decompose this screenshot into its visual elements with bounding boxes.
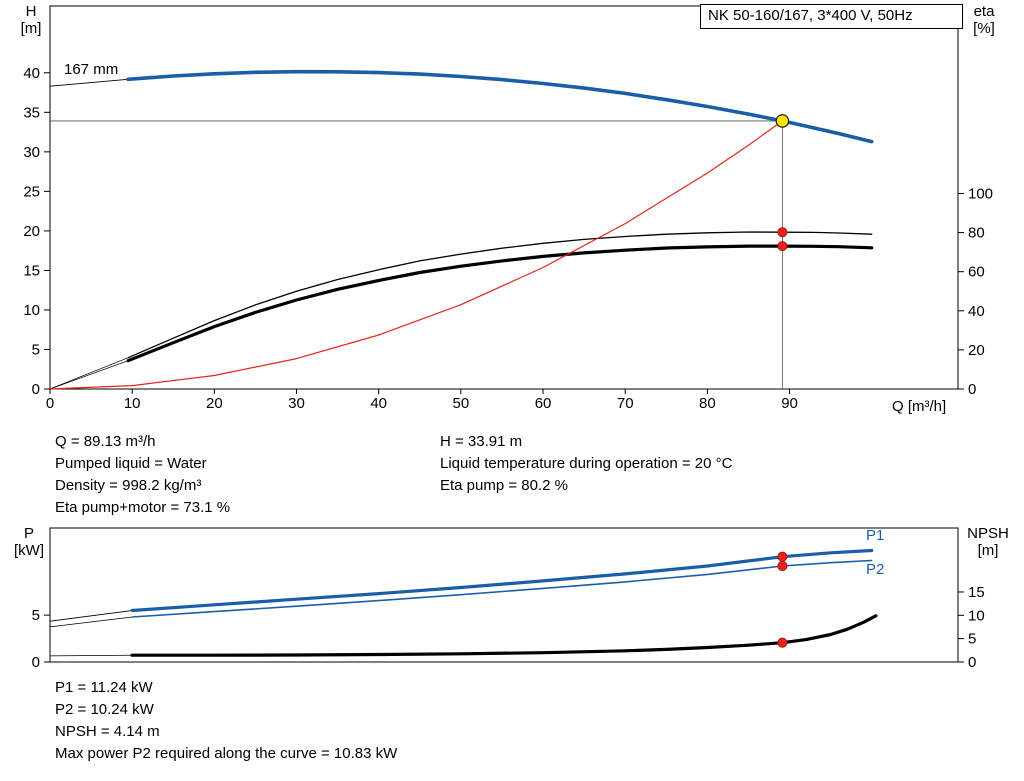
plot-frame	[49, 5, 959, 390]
hq-eta-chart: 0 10 20 30 40 50 60 70 80 90 0 5 10 15 20 25 30 35 40 0 20 40…	[23, 5, 993, 412]
info-npsh: NPSH = 4.14 m	[55, 723, 160, 740]
left-tick-label: 25	[23, 183, 40, 200]
p1-curve-label: P1	[866, 527, 885, 544]
pump-title-box: NK 50-160/167, 3*400 V, 50Hz	[700, 4, 963, 29]
x-tick-label: 40	[370, 395, 387, 412]
left-tick-label: 5	[32, 607, 40, 624]
npsh-point	[777, 637, 788, 648]
info-h: H = 33.91 m	[440, 433, 523, 450]
h-axis-title: H [m]	[13, 3, 49, 37]
info-pumped-liquid: Pumped liquid = Water	[55, 455, 207, 472]
x-tick-label: 30	[288, 395, 305, 412]
x-tick-label: 80	[699, 395, 716, 412]
left-tick-label: 0	[32, 654, 40, 671]
x-tick-label: 0	[46, 395, 54, 412]
x-tick-label: 60	[535, 395, 552, 412]
pump-curve-167mm	[126, 69, 874, 144]
right-tick-label: 20	[968, 342, 985, 359]
eta-axis-title-line2: [%]	[973, 20, 995, 37]
info-eta-pump: Eta pump = 80.2 %	[440, 477, 568, 494]
left-tick-label: 0	[32, 381, 40, 398]
system-curve	[49, 120, 783, 390]
operating-data-left: Q = 89.13 m³/h Pumped liquid = Water Den…	[55, 431, 230, 519]
left-tick-label: 35	[23, 104, 40, 121]
p1-connector	[49, 610, 133, 622]
right-tick-label: 0	[968, 654, 976, 671]
left-tick-label: 20	[23, 223, 40, 240]
npsh-axis-title-line2: [m]	[977, 542, 999, 559]
right-tick-label: 80	[968, 225, 985, 242]
q-axis-title: Q [m³/h]	[892, 398, 947, 415]
eta-pump-point	[777, 227, 788, 238]
x-tick-label: 10	[124, 395, 141, 412]
p1-point	[777, 551, 788, 562]
plot-frame	[49, 527, 959, 663]
info-max-power: Max power P2 required along the curve = …	[55, 745, 398, 762]
left-tick-label: 40	[23, 65, 40, 82]
impeller-curve-label: 167 mm	[64, 61, 119, 78]
h-axis-title-line2: [m]	[20, 20, 42, 37]
x-tick-label: 70	[617, 395, 634, 412]
eta-pump-connector	[49, 357, 129, 390]
x-tick-label: 50	[453, 395, 470, 412]
right-tick-label: 100	[968, 185, 993, 202]
right-tick-label: 10	[968, 607, 985, 624]
npsh-axis-title-line1: NPSH	[967, 525, 1009, 542]
p2-connector	[49, 616, 133, 628]
h-axis-title-line1: H	[25, 3, 37, 20]
info-p1: P1 = 11.24 kW	[55, 679, 153, 696]
duty-point	[775, 114, 790, 128]
eta-pump-motor-connector	[49, 360, 129, 390]
p2-curve	[131, 559, 873, 618]
info-liquid-temperature: Liquid temperature during operation = 20…	[440, 455, 733, 472]
pump-title: NK 50-160/167, 3*400 V, 50Hz	[708, 7, 913, 24]
right-tick-label: 0	[968, 381, 976, 398]
left-tick-label: 30	[23, 144, 40, 161]
right-tick-label: 15	[968, 584, 985, 601]
p2-curve-label: P2	[866, 561, 885, 578]
eta-pump-motor-point	[777, 241, 788, 252]
p-axis-title-line1: P	[23, 525, 34, 542]
x-tick-label: 20	[206, 395, 223, 412]
left-tick-label: 10	[23, 302, 40, 319]
power-npsh-chart: 0 5 0 5 10 15	[32, 527, 985, 671]
info-p2: P2 = 10.24 kW	[55, 701, 154, 718]
info-q: Q = 89.13 m³/h	[55, 433, 156, 450]
p-axis-title: P [kW]	[11, 525, 47, 559]
operating-data-right: H = 33.91 m Liquid temperature during op…	[440, 431, 732, 497]
npsh-axis-title: NPSH [m]	[958, 525, 1018, 559]
p1-curve	[130, 548, 874, 613]
eta-pump-motor-curve	[126, 244, 874, 363]
eta-pump-curve	[127, 231, 873, 359]
info-eta-pump-motor: Eta pump+motor = 73.1 %	[55, 499, 231, 516]
power-data-block: P1 = 11.24 kW P2 = 10.24 kW NPSH = 4.14 …	[55, 677, 397, 765]
right-tick-label: 40	[968, 303, 985, 320]
p-axis-title-line2: [kW]	[14, 542, 44, 559]
left-tick-label: 5	[32, 341, 40, 358]
right-tick-label: 60	[968, 264, 985, 281]
eta-axis-title: eta [%]	[966, 3, 1002, 37]
p2-point	[777, 561, 788, 572]
x-tick-label: 90	[781, 395, 798, 412]
npsh-connector	[49, 654, 133, 657]
info-density: Density = 998.2 kg/m³	[55, 477, 202, 494]
npsh-curve	[130, 614, 878, 657]
eta-axis-title-line1: eta	[973, 3, 995, 20]
pump-curve-connector	[49, 78, 129, 87]
left-tick-label: 15	[23, 262, 40, 279]
right-tick-label: 5	[968, 631, 976, 648]
